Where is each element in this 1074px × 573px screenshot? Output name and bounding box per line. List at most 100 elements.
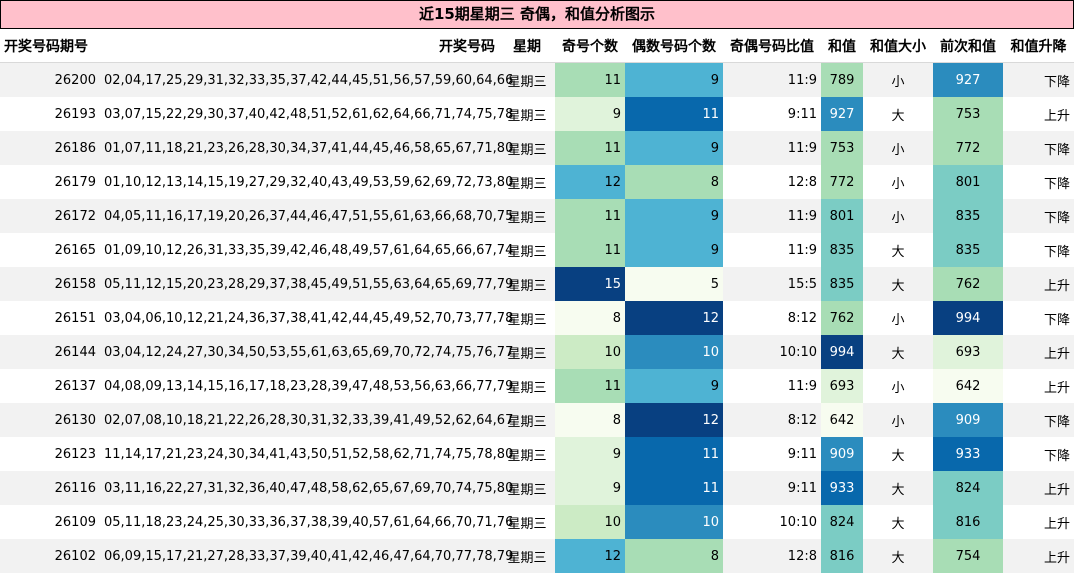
cell-sum: 642 [821,403,863,437]
cell-even-count: 11 [625,437,723,471]
cell-weekday: 星期三 [499,369,555,403]
cell-even-count: 8 [625,539,723,573]
cell-numbers: 04,05,11,16,17,19,20,26,37,44,46,47,51,5… [100,199,513,233]
cell-trend: 下降 [1003,437,1074,471]
cell-issue: 26102 [0,539,100,573]
cell-ratio: 11:9 [723,199,821,233]
cell-issue: 26158 [0,267,100,301]
cell-sum: 824 [821,505,863,539]
cell-prev-sum: 824 [933,471,1003,505]
cell-numbers: 03,07,15,22,29,30,37,40,42,48,51,52,61,6… [100,97,513,131]
cell-even-count: 12 [625,403,723,437]
cell-even-count: 9 [625,62,723,97]
table-row: 26137 04,08,09,13,14,15,16,17,18,23,28,39… [0,369,1074,403]
cell-even-count: 9 [625,233,723,267]
cell-ratio: 9:11 [723,97,821,131]
cell-trend: 下降 [1003,131,1074,165]
cell-prev-sum: 642 [933,369,1003,403]
cell-ratio: 8:12 [723,403,821,437]
cell-sum: 693 [821,369,863,403]
cell-ratio: 11:9 [723,131,821,165]
header-row: 开奖号码期号 开奖号码 星期 奇号个数 偶数号码个数 奇偶号码比值 和值 和值大… [0,29,1074,63]
table-row: 26151 03,04,06,10,12,21,24,36,37,38,41,42… [0,301,1074,335]
cell-sum-size: 大 [863,267,933,301]
cell-odd-count: 11 [555,131,625,165]
cell-trend: 上升 [1003,335,1074,369]
cell-numbers: 06,09,15,17,21,27,28,33,37,39,40,41,42,4… [100,539,513,573]
cell-trend: 下降 [1003,403,1074,437]
cell-even-count: 11 [625,471,723,505]
cell-sum: 762 [821,301,863,335]
cell-issue: 26172 [0,199,100,233]
cell-issue: 26109 [0,505,100,539]
cell-weekday: 星期三 [499,335,555,369]
header-odd-count: 奇号个数 [555,29,625,63]
cell-prev-sum: 816 [933,505,1003,539]
cell-sum-size: 大 [863,539,933,573]
cell-weekday: 星期三 [499,505,555,539]
cell-ratio: 11:9 [723,62,821,97]
cell-trend: 上升 [1003,369,1074,403]
cell-odd-count: 12 [555,539,625,573]
cell-ratio: 9:11 [723,471,821,505]
cell-issue: 26116 [0,471,100,505]
cell-prev-sum: 933 [933,437,1003,471]
cell-even-count: 5 [625,267,723,301]
cell-ratio: 11:9 [723,233,821,267]
cell-sum: 933 [821,471,863,505]
cell-ratio: 11:9 [723,369,821,403]
cell-weekday: 星期三 [499,539,555,573]
header-issue: 开奖号码期号 [0,29,100,63]
cell-sum-size: 大 [863,471,933,505]
table-row: 26109 05,11,18,23,24,25,30,33,36,37,38,39… [0,505,1074,539]
cell-issue: 26144 [0,335,100,369]
cell-issue: 26123 [0,437,100,471]
cell-trend: 下降 [1003,165,1074,199]
cell-issue: 26151 [0,301,100,335]
cell-numbers: 03,04,12,24,27,30,34,50,53,55,61,63,65,6… [100,335,513,369]
cell-odd-count: 8 [555,301,625,335]
cell-issue: 26186 [0,131,100,165]
cell-weekday: 星期三 [499,62,555,97]
cell-even-count: 12 [625,301,723,335]
cell-numbers: 02,07,08,10,18,21,22,26,28,30,31,32,33,3… [100,403,513,437]
cell-numbers: 05,11,12,15,20,23,28,29,37,38,45,49,51,5… [100,267,513,301]
cell-odd-count: 8 [555,403,625,437]
cell-odd-count: 11 [555,62,625,97]
cell-sum-size: 小 [863,131,933,165]
cell-weekday: 星期三 [499,165,555,199]
cell-trend: 上升 [1003,505,1074,539]
header-sum-size: 和值大小 [863,29,933,63]
cell-numbers: 01,09,10,12,26,31,33,35,39,42,46,48,49,5… [100,233,513,267]
table-row: 26123 11,14,17,21,23,24,30,34,41,43,50,51… [0,437,1074,471]
cell-prev-sum: 772 [933,131,1003,165]
cell-ratio: 10:10 [723,505,821,539]
cell-trend: 上升 [1003,539,1074,573]
cell-sum-size: 大 [863,335,933,369]
cell-trend: 上升 [1003,267,1074,301]
table-row: 26172 04,05,11,16,17,19,20,26,37,44,46,47… [0,199,1074,233]
cell-sum-size: 大 [863,97,933,131]
cell-sum-size: 小 [863,301,933,335]
page-title: 近15期星期三 奇偶，和值分析图示 [0,0,1074,29]
table-row: 26144 03,04,12,24,27,30,34,50,53,55,61,63… [0,335,1074,369]
cell-sum: 772 [821,165,863,199]
cell-odd-count: 9 [555,471,625,505]
cell-issue: 26179 [0,165,100,199]
cell-weekday: 星期三 [499,267,555,301]
cell-sum: 835 [821,267,863,301]
cell-sum-size: 大 [863,505,933,539]
cell-sum-size: 小 [863,403,933,437]
cell-odd-count: 11 [555,369,625,403]
header-trend: 和值升降 [1003,29,1074,63]
cell-even-count: 8 [625,165,723,199]
cell-sum: 816 [821,539,863,573]
cell-sum: 801 [821,199,863,233]
cell-trend: 下降 [1003,62,1074,97]
cell-issue: 26193 [0,97,100,131]
cell-numbers: 01,10,12,13,14,15,19,27,29,32,40,43,49,5… [100,165,513,199]
header-even-count: 偶数号码个数 [625,29,723,63]
table-row: 26165 01,09,10,12,26,31,33,35,39,42,46,48… [0,233,1074,267]
header-numbers: 开奖号码 [100,29,499,63]
cell-ratio: 9:11 [723,437,821,471]
